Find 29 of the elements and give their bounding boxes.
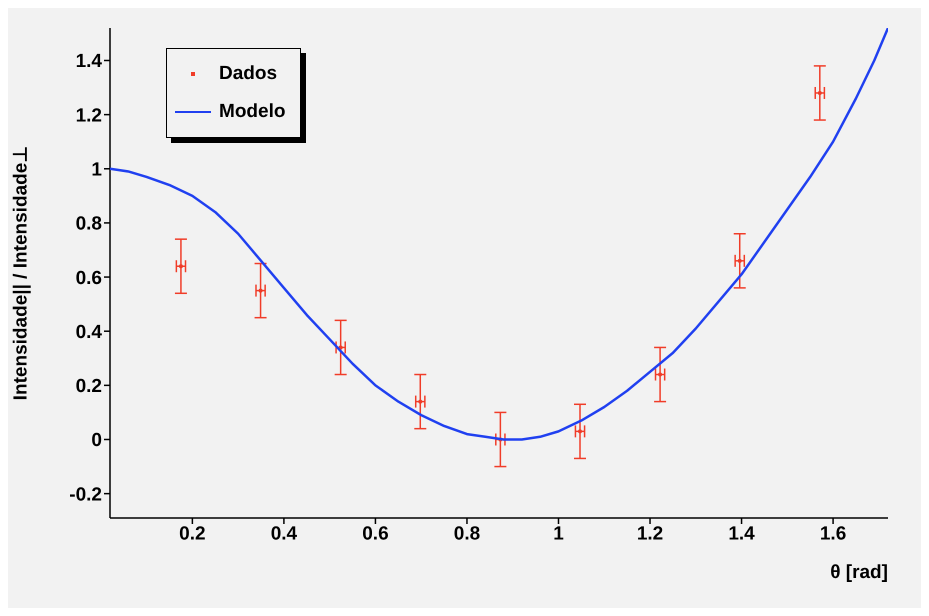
- y-axis-title: Intensidade|| / Intensidade⊥: [10, 146, 32, 400]
- line-series: [110, 28, 888, 441]
- y-tick-label: 0.4: [76, 322, 102, 343]
- x-tick-label: 1.4: [728, 523, 756, 544]
- y-tick-label: 1.2: [76, 105, 102, 126]
- point: [738, 258, 742, 263]
- x-tick-label: 0.6: [362, 523, 389, 544]
- point: [578, 429, 582, 434]
- y-tick-label: 0: [91, 430, 102, 452]
- x-tick-label: 1.6: [820, 523, 846, 544]
- legend-label: Modelo: [219, 101, 286, 123]
- y-tick-label: 0.8: [76, 214, 102, 235]
- y-tick-label: 0.2: [76, 376, 102, 398]
- x-tick-label: 1: [553, 523, 564, 544]
- point: [818, 90, 822, 95]
- y-tick-label: 1: [91, 160, 102, 181]
- x-axis-title: θ [rad]: [830, 562, 888, 583]
- y-tick-label: -0.2: [69, 484, 102, 506]
- y-tick-label: 1.4: [76, 51, 102, 72]
- y-tick-label: 0.6: [76, 268, 102, 289]
- x-tick-label: 1.2: [636, 523, 664, 544]
- point: [658, 372, 662, 377]
- x-tick-label: 0.8: [454, 523, 480, 544]
- point: [258, 288, 263, 293]
- legend-label: Dados: [219, 63, 278, 85]
- x-tick-label: 0.2: [179, 523, 206, 544]
- point: [418, 400, 422, 404]
- x-tick-label: 0.4: [270, 523, 298, 544]
- point: [178, 264, 183, 268]
